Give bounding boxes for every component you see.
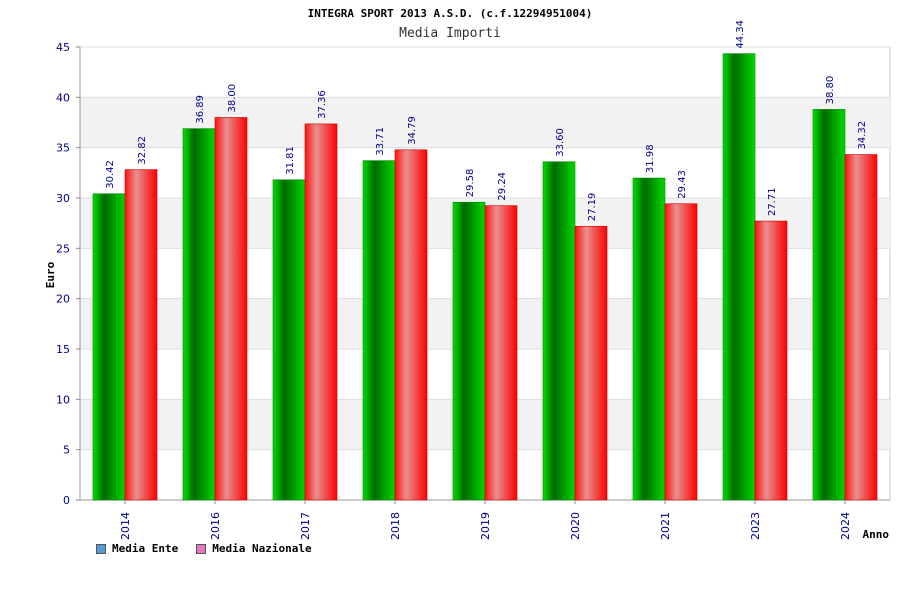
y-tick-label: 35 [56,142,70,155]
x-tick-label: 2018 [389,512,402,540]
data-label: 37.36 [317,90,328,119]
x-tick-label: 2023 [749,512,762,540]
bar-media-nazionale-2021 [664,203,698,501]
bar-media-ente-2018 [362,160,396,501]
data-label: 32.82 [137,136,148,165]
legend-item-media-ente: Media Ente [96,542,178,555]
y-tick-label: 30 [56,192,70,205]
bars [92,53,878,501]
bar-media-ente-2020 [542,161,576,501]
x-axis: 2014 2016 2017 2018 2019 2020 2021 2023 2024 [119,500,852,540]
y-tick-label: 20 [56,293,70,306]
bar-media-ente-2023 [722,53,756,501]
legend: Media Ente Media Nazionale [96,542,312,555]
data-label: 38.00 [227,84,238,113]
bar-media-ente-2016 [182,128,216,501]
bar-media-ente-2017 [272,179,306,501]
data-label: 33.60 [555,128,566,157]
legend-swatch-media-nazionale [196,543,207,554]
bar-media-nazionale-2019 [484,205,518,501]
x-axis-label: Anno [863,528,890,541]
y-tick-label: 25 [56,242,70,255]
y-tick-label: 10 [56,393,70,406]
x-tick-label: 2020 [569,512,582,540]
data-label: 31.81 [285,146,296,175]
bar-media-ente-2021 [632,177,666,501]
bar-media-nazionale-2016 [214,117,248,501]
data-label: 34.79 [407,116,418,145]
bar-media-ente-2019 [452,201,486,501]
y-tick-label: 5 [63,444,70,457]
bar-media-ente-2024 [812,109,846,501]
chart-title: INTEGRA SPORT 2013 A.S.D. (c.f.122949510… [308,7,593,20]
data-label: 29.24 [497,172,508,201]
y-tick-label: 45 [56,41,70,54]
x-tick-label: 2024 [839,512,852,540]
y-axis-label: Euro [44,261,57,288]
data-label: 33.71 [375,127,386,156]
data-label: 30.42 [105,160,116,189]
data-label: 27.19 [587,193,598,222]
x-tick-label: 2021 [659,512,672,540]
legend-label-media-ente: Media Ente [112,542,179,555]
bar-media-ente-2014 [92,193,126,501]
x-tick-label: 2014 [119,512,132,540]
legend-item-media-nazionale: Media Nazionale [196,542,312,555]
data-label: 31.98 [645,144,656,173]
data-label: 34.32 [857,121,868,150]
bar-media-nazionale-2017 [304,123,338,501]
bar-media-nazionale-2020 [574,225,608,501]
bar-media-nazionale-2014 [124,169,158,501]
legend-swatch-media-ente [96,543,106,554]
x-tick-label: 2019 [479,512,492,540]
data-label: 44.34 [735,20,746,49]
x-tick-label: 2017 [299,512,312,540]
chart-subtitle: Media Importi [399,26,501,41]
bar-media-nazionale-2018 [394,149,428,501]
data-label: 27.71 [767,187,778,216]
y-tick-label: 15 [56,343,70,356]
bar-media-nazionale-2024 [844,154,878,501]
bar-media-nazionale-2023 [754,220,788,501]
y-tick-label: 40 [56,91,70,104]
data-label: 36.89 [195,95,206,124]
data-label: 29.58 [465,169,476,198]
x-tick-label: 2016 [209,512,222,540]
data-label: 29.43 [677,170,688,199]
data-labels: 30.42 32.82 36.89 38.00 31.81 37.36 33.71 34.79… [105,20,868,221]
legend-label-media-nazionale: Media Nazionale [212,542,312,555]
data-label: 38.80 [825,76,836,105]
y-tick-label: 0 [63,494,70,507]
